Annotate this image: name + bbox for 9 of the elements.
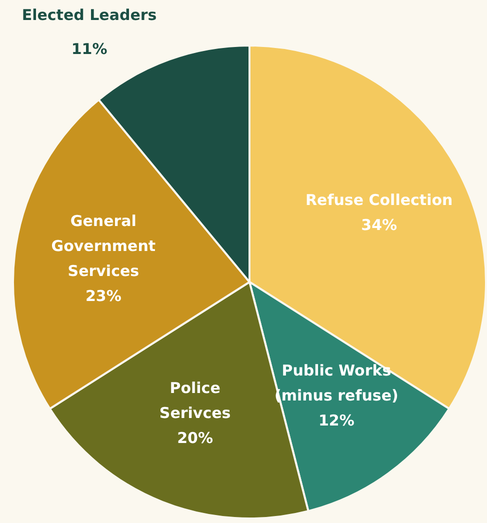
slice-label: General Government Services — [51, 212, 156, 280]
data-label: 11% — [71, 40, 108, 58]
data-label: 12% — [318, 412, 354, 430]
data-label: 23% — [85, 287, 122, 306]
slice-label: Elected Leaders — [22, 6, 157, 24]
slice-label: Police Serivces — [159, 378, 231, 422]
data-label: 20% — [177, 428, 214, 447]
slice-label: Refuse Collection — [305, 191, 453, 210]
data-label: 34% — [361, 216, 398, 234]
